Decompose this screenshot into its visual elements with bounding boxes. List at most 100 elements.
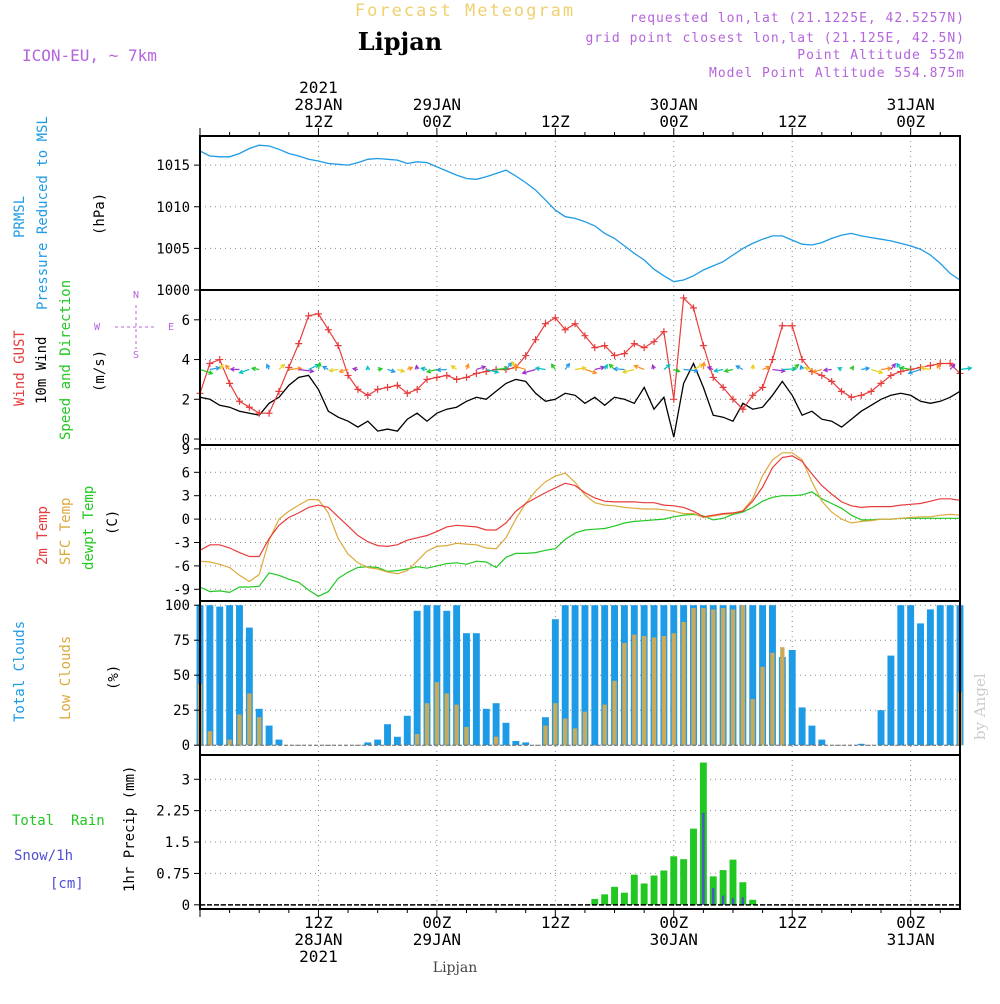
pressure-line — [200, 145, 960, 282]
total-cloud-bar-72 — [907, 605, 914, 745]
total-cloud-bar-20 — [394, 737, 401, 745]
snow-bar-52 — [712, 888, 714, 905]
low-cloud-bar-24 — [435, 682, 439, 745]
gust-marker-13 — [325, 326, 332, 333]
low-cloud-bar-23 — [425, 703, 429, 745]
low-cloud-bar-39 — [583, 712, 587, 746]
low-cloud-bar-3 — [227, 740, 231, 746]
gust-marker-24 — [433, 374, 440, 381]
low-cloud-bar-55 — [741, 605, 745, 745]
low-cloud-bar-42 — [612, 681, 616, 745]
temp-label-1: 2m Temp — [35, 506, 51, 565]
total-cloud-bar-76 — [947, 605, 954, 745]
total-cloud-bar-60 — [789, 650, 796, 745]
total-cloud-bar-40 — [591, 605, 598, 745]
low-cloud-bar-50 — [691, 608, 695, 745]
precip-label-1: Total Rain — [12, 813, 105, 829]
low-cloud-bar-47 — [662, 636, 666, 745]
total-cloud-bar-32 — [512, 741, 519, 745]
bottom-time-label-0-2: 2021 — [299, 947, 338, 966]
pressure-ytick-label-3: 1000 — [156, 283, 190, 299]
precip-label-2: Snow/1h — [14, 848, 73, 864]
total-cloud-bar-70 — [887, 656, 894, 746]
snow-bar-51 — [702, 813, 704, 905]
temp-unit: (C) — [105, 510, 121, 535]
gust-marker-26 — [453, 376, 460, 383]
wind-unit: (m/s) — [92, 350, 108, 392]
total-cloud-bar-8 — [276, 740, 283, 746]
total-cloud-bar-63 — [818, 740, 825, 746]
precip-ytick-label-0: 3 — [182, 772, 190, 788]
precip-frame — [200, 755, 960, 909]
temp-label-2: SFC Temp — [58, 498, 74, 565]
info-line-1: requested lon,lat (21.1225E, 42.5257N) — [630, 11, 965, 26]
bottom-time-label-2-0: 12Z — [541, 913, 570, 932]
temp-ytick-label-6: -9 — [173, 582, 190, 598]
total-cloud-bar-3 — [226, 605, 233, 745]
gust-marker-25 — [443, 372, 450, 379]
model-label: ICON-EU, ~ 7km — [22, 46, 157, 65]
cloud-labels: Total Clouds Low Clouds (%) — [12, 621, 122, 722]
gust-marker-4 — [236, 398, 243, 405]
2m-temp-line — [200, 456, 960, 557]
temp-ytick-label-5: -6 — [173, 559, 190, 575]
gust-marker-2 — [216, 356, 223, 363]
top-time-label-3-1: 00Z — [659, 112, 688, 131]
total-cloud-bar-2 — [216, 607, 223, 746]
total-cloud-bar-28 — [473, 633, 480, 745]
wind-label-2: 10m Wind — [34, 337, 50, 404]
rain-bar-42 — [611, 887, 618, 905]
low-cloud-bar-49 — [681, 622, 685, 745]
compass-n: N — [133, 290, 139, 301]
pressure-ytick-label-1: 1010 — [156, 200, 190, 216]
gust-marker-28 — [473, 370, 480, 377]
compass-e: E — [168, 322, 174, 333]
wind-ytick-label-1: 4 — [182, 353, 190, 369]
temp-ytick-label-2: 3 — [182, 489, 190, 505]
snow-bar-55 — [742, 897, 744, 905]
wind-label-3: Speed and Direction — [58, 280, 74, 440]
low-cloud-bar-6 — [257, 717, 261, 745]
low-cloud-bar-48 — [672, 633, 676, 745]
bottom-time-label-3-1: 30JAN — [650, 930, 698, 949]
low-cloud-bar-51 — [701, 608, 705, 745]
low-cloud-bar-1 — [208, 731, 212, 745]
gust-marker-45 — [641, 344, 648, 351]
low-cloud-bar-41 — [603, 705, 607, 746]
gust-marker-19 — [384, 384, 391, 391]
gust-marker-5 — [246, 404, 253, 411]
gust-marker-35 — [542, 320, 549, 327]
rain-bar-48 — [670, 856, 677, 905]
total-cloud-bar-69 — [878, 710, 885, 745]
pressure-unit: (hPa) — [92, 193, 108, 235]
precip-unit: 1hr Precip (mm) — [122, 766, 138, 892]
total-cloud-bar-62 — [808, 726, 815, 746]
city-title: Lipjan — [358, 27, 442, 56]
gust-marker-67 — [858, 392, 865, 399]
temp-ytick-label-4: -3 — [173, 536, 190, 552]
top-time-label-0-2: 12Z — [304, 112, 333, 131]
gust-marker-1 — [206, 360, 213, 367]
total-cloud-bar-71 — [897, 605, 904, 745]
precip-ytick-label-1: 2.25 — [156, 804, 190, 820]
clouds-ytick-label-2: 50 — [173, 668, 190, 684]
bottom-time-label-4-0: 12Z — [778, 913, 807, 932]
cloud-label-1: Total Clouds — [12, 621, 28, 722]
gust-marker-27 — [463, 374, 470, 381]
low-cloud-bar-57 — [760, 667, 764, 745]
rain-bar-46 — [651, 876, 658, 905]
watermark: by Angel — [971, 673, 989, 740]
total-cloud-bar-18 — [374, 740, 381, 746]
low-cloud-bar-25 — [445, 693, 449, 745]
low-cloud-bar-22 — [415, 734, 419, 745]
gust-marker-3 — [226, 380, 233, 387]
low-cloud-bar-37 — [563, 719, 567, 746]
clouds-ytick-label-0: 100 — [165, 598, 190, 614]
temp-label-3: dewpt Temp — [81, 486, 97, 570]
total-cloud-bar-19 — [384, 724, 391, 745]
snow-bar-54 — [732, 898, 734, 905]
gust-marker-18 — [374, 386, 381, 393]
low-cloud-bar-38 — [573, 728, 577, 745]
total-cloud-bar-31 — [503, 723, 510, 745]
